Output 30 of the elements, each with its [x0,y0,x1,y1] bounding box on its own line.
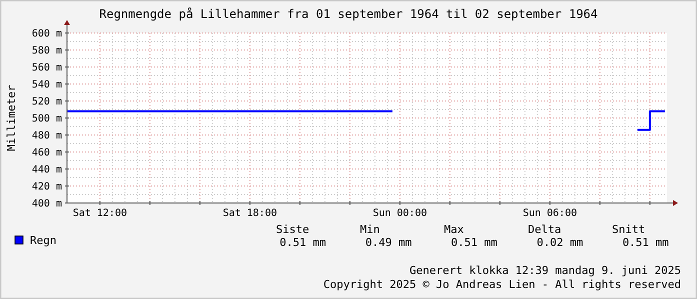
y-tick-label: 480 m [32,130,62,142]
y-axis-title: Millimeter [5,84,18,152]
y-tick-label: 600 m [32,28,62,40]
y-tick-label: 460 m [32,148,62,158]
text: Delta [528,223,562,236]
text: 0.51 mm [622,236,670,249]
text: Max [444,223,464,236]
text: Copyright 2025 © Jo Andreas Lien - All rights reserved [323,278,681,291]
y-tick-label: 580 m [32,46,62,56]
text: 0.51 mm [451,236,498,249]
y-tick-label: 560 m [32,62,62,74]
y-tick-label: 520 m [32,96,62,108]
text: Snitt [612,223,646,236]
y-tick-label: 400 m [32,198,62,210]
text: Generert klokka 12:39 mandag 9. juni 2025 [409,264,681,277]
text: 0.02 mm [536,236,584,249]
x-tick-label: Sun 06:00 [522,208,578,219]
text: Min [360,223,380,236]
text: Siste [276,223,310,236]
y-tick-label: 420 m [32,182,62,192]
x-tick-label: Sat 12:00 [72,208,128,219]
legend-label: Regn [30,234,56,247]
y-tick-label: 440 m [32,164,62,176]
chart-title: Regnmengde på Lillehammer fra 01 september 1964 til 02 september 1964 [99,7,598,21]
x-tick-label: Sat 18:00 [222,208,278,219]
text: 0.49 mm [365,236,412,249]
y-tick-label: 500 m [32,114,62,124]
text: 0.51 mm [280,236,326,249]
x-tick-label: Sun 00:00 [372,208,428,219]
y-tick-label: 540 m [32,80,62,90]
